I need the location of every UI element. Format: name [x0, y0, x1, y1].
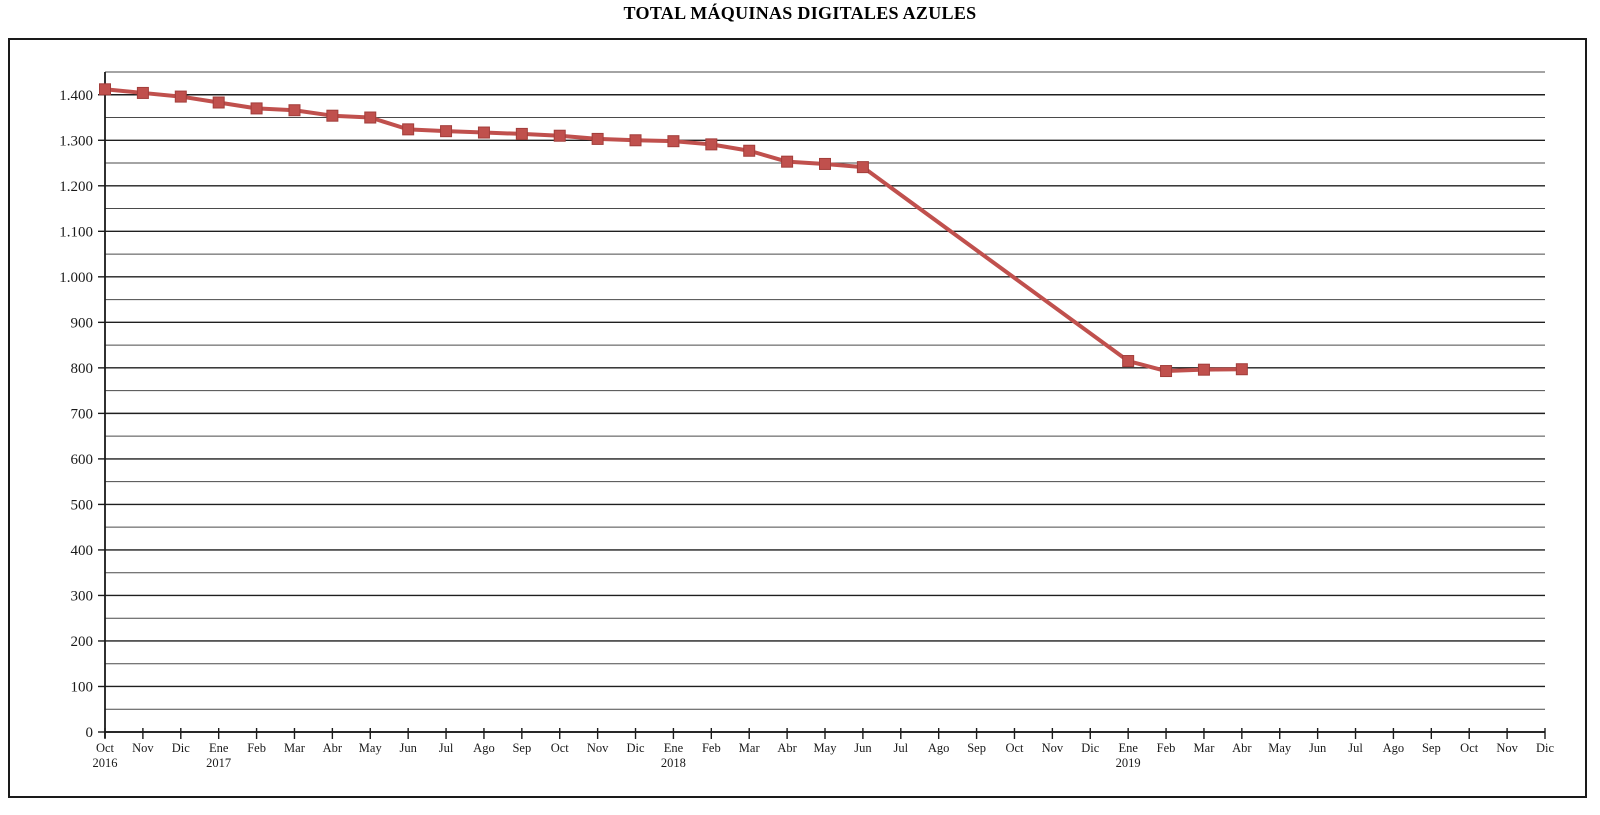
x-axis-month-label: Nov: [1042, 741, 1064, 755]
x-axis-month-label: Mar: [1194, 741, 1216, 755]
data-point-marker: [553, 129, 566, 142]
data-point-marker: [743, 144, 756, 157]
x-axis-year-label: 2016: [93, 756, 118, 770]
x-axis-month-label: Nov: [132, 741, 154, 755]
x-axis-month-label: Jun: [1309, 741, 1327, 755]
x-axis-month-label: Oct: [96, 741, 115, 755]
x-axis-month-label: Sep: [512, 741, 531, 755]
y-axis-label: 400: [71, 543, 94, 559]
y-axis-label: 1.400: [59, 88, 93, 104]
x-axis-month-label: Dic: [1081, 741, 1100, 755]
y-axis-label: 800: [71, 361, 94, 377]
data-point-marker: [174, 90, 187, 103]
x-axis-month-label: Nov: [1496, 741, 1518, 755]
x-axis-month-label: Ene: [664, 741, 684, 755]
data-point-marker: [402, 123, 415, 136]
x-axis-month-label: Ene: [1118, 741, 1138, 755]
y-axis-label: 300: [71, 588, 94, 604]
x-axis-month-label: Mar: [739, 741, 761, 755]
data-point-marker: [440, 125, 453, 138]
x-axis-month-label: Nov: [587, 741, 609, 755]
y-axis-label: 0: [86, 725, 94, 741]
data-point-marker: [136, 86, 149, 99]
data-point-marker: [1160, 365, 1173, 378]
data-point-marker: [250, 102, 263, 115]
x-axis-month-label: Mar: [284, 741, 306, 755]
x-axis-month-label: Dic: [626, 741, 645, 755]
data-point-marker: [99, 83, 111, 96]
x-axis-month-label: Jul: [439, 741, 454, 755]
x-axis-month-label: Ago: [473, 741, 495, 755]
x-axis-month-label: Jul: [1348, 741, 1363, 755]
x-axis-month-label: Oct: [1460, 741, 1479, 755]
x-axis-month-label: Ago: [928, 741, 950, 755]
data-point-marker: [667, 135, 680, 148]
y-axis-label: 1.300: [59, 133, 93, 149]
y-axis-label: 500: [71, 497, 94, 513]
data-point-marker: [856, 161, 869, 174]
x-axis-month-label: Feb: [247, 741, 266, 755]
y-axis-label: 1.000: [59, 270, 93, 286]
data-point-marker: [477, 126, 490, 139]
x-axis-month-label: Sep: [1422, 741, 1441, 755]
x-axis-month-label: Jun: [854, 741, 872, 755]
y-axis-label: 700: [71, 406, 94, 422]
data-point-marker: [1235, 363, 1248, 376]
x-axis-month-label: Abr: [1232, 741, 1252, 755]
x-axis-month-label: Abr: [323, 741, 343, 755]
data-point-marker: [212, 96, 225, 109]
x-axis-month-label: Oct: [1005, 741, 1024, 755]
x-axis-month-label: Jun: [399, 741, 417, 755]
x-axis-month-label: Jul: [893, 741, 908, 755]
x-axis-month-label: May: [359, 741, 383, 755]
y-axis-label: 1.200: [59, 179, 93, 195]
data-point-marker: [819, 157, 831, 170]
x-axis-year-label: 2018: [661, 756, 686, 770]
series-line: [104, 87, 1242, 374]
x-axis-month-label: Dic: [172, 741, 191, 755]
x-axis-month-label: Ago: [1383, 741, 1405, 755]
y-axis-label: 600: [71, 452, 94, 468]
y-axis-label: 100: [71, 679, 94, 695]
data-point-marker: [591, 132, 604, 145]
data-point-marker: [1122, 355, 1135, 368]
data-point-marker: [705, 138, 718, 151]
x-axis-month-label: May: [1268, 741, 1292, 755]
x-axis-month-label: Sep: [967, 741, 986, 755]
chart-frame: [8, 38, 1587, 798]
data-point-marker: [1197, 363, 1210, 376]
data-point-marker: [629, 134, 642, 147]
y-axis-label: 200: [71, 634, 94, 650]
chart-title: TOTAL MÁQUINAS DIGITALES AZULES: [623, 3, 977, 23]
x-axis-month-label: Feb: [702, 741, 721, 755]
x-axis-year-label: 2019: [1116, 756, 1141, 770]
x-axis-month-label: Feb: [1157, 741, 1176, 755]
x-axis-month-label: Oct: [551, 741, 570, 755]
data-point-marker: [515, 127, 528, 140]
x-axis-month-label: Dic: [1536, 741, 1555, 755]
x-axis-month-label: Ene: [209, 741, 229, 755]
data-point-marker: [781, 155, 794, 168]
y-axis-label: 1.100: [59, 224, 93, 240]
y-axis-label: 900: [71, 315, 94, 331]
data-point-marker: [288, 104, 301, 117]
data-point-marker: [364, 111, 377, 124]
x-axis-month-label: Abr: [777, 741, 797, 755]
data-point-marker: [326, 109, 339, 122]
x-axis-month-label: May: [814, 741, 838, 755]
x-axis-year-label: 2017: [206, 756, 231, 770]
